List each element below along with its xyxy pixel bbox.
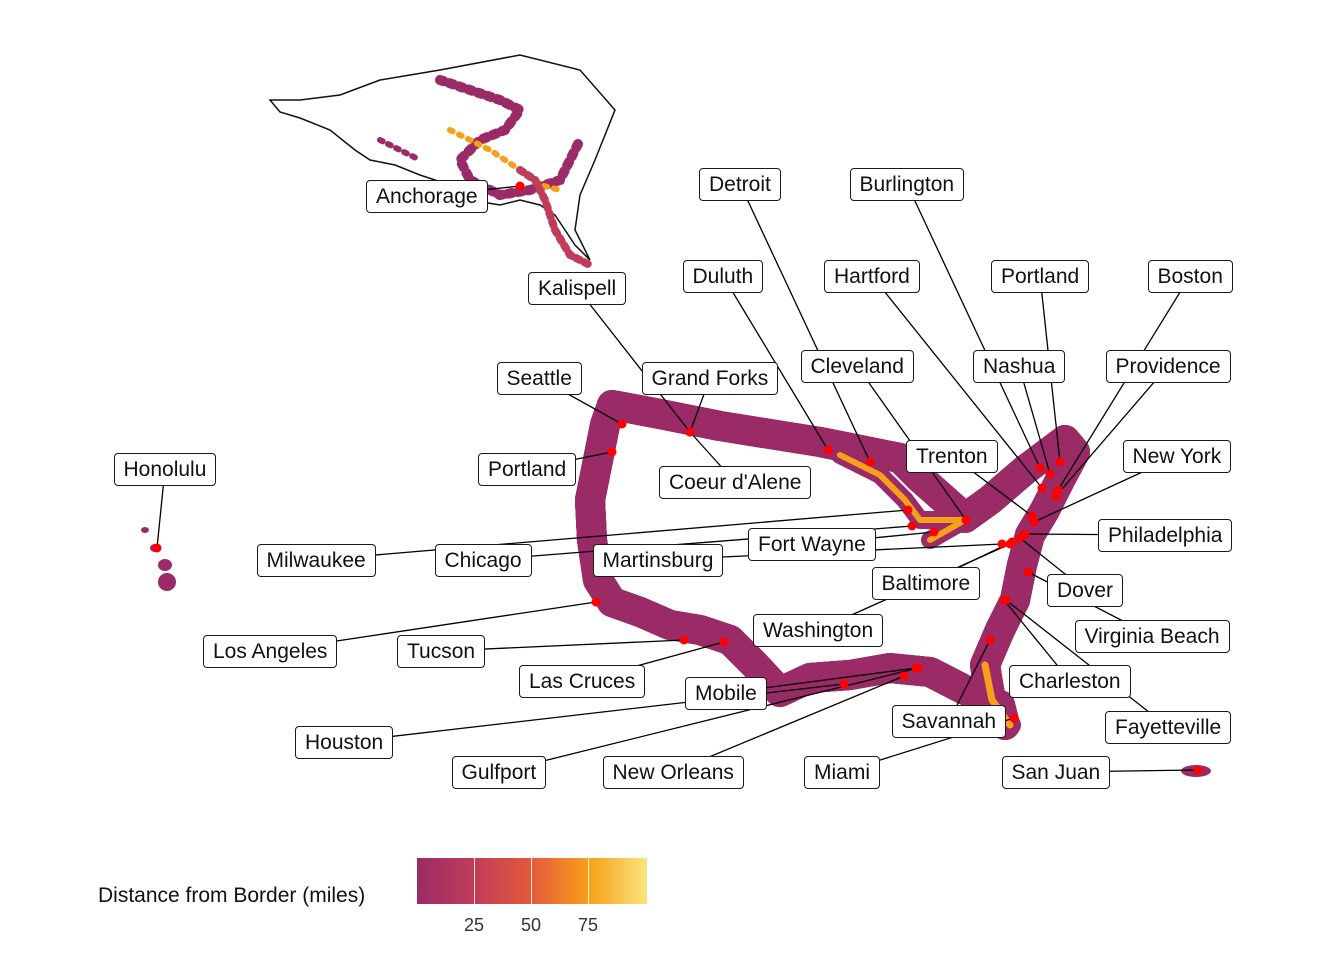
city-point-coeur-dalene — [685, 427, 695, 437]
legend-tick-mark — [588, 858, 589, 904]
city-point-dover — [1015, 533, 1025, 543]
city-point-los-angeles — [591, 597, 601, 607]
city-label-burlington: Burlington — [849, 167, 965, 201]
city-label-gulfport: Gulfport — [451, 755, 547, 789]
legend-tick-label: 75 — [577, 915, 599, 935]
city-point-portland-me — [1055, 457, 1065, 467]
city-point-fort-wayne — [929, 527, 939, 537]
city-point-tucson — [679, 635, 689, 645]
leader-line-detroit — [739, 183, 871, 463]
city-point-washington — [1005, 539, 1015, 549]
city-label-portland-me: Portland — [991, 259, 1090, 293]
legend-title: Distance from Border (miles) — [98, 884, 366, 907]
city-label-nashua: Nashua — [973, 349, 1066, 383]
city-label-cleveland: Cleveland — [800, 349, 914, 383]
city-label-detroit: Detroit — [699, 167, 781, 201]
city-point-san-juan — [1193, 765, 1203, 775]
city-label-mobile: Mobile — [685, 676, 767, 710]
city-label-trenton: Trenton — [906, 439, 998, 473]
city-point-virginia-beach — [1023, 567, 1033, 577]
city-label-san-juan: San Juan — [1001, 755, 1111, 789]
city-label-baltimore: Baltimore — [871, 566, 981, 600]
city-label-milwaukee: Milwaukee — [256, 543, 376, 577]
city-label-honolulu: Honolulu — [113, 452, 217, 486]
city-label-charleston: Charleston — [1009, 664, 1131, 698]
city-label-tucson: Tucson — [397, 634, 486, 668]
city-label-providence: Providence — [1105, 349, 1231, 383]
city-point-portland-or — [607, 447, 617, 457]
city-label-los-angeles: Los Angeles — [203, 634, 338, 668]
city-label-kalispell: Kalispell — [528, 271, 627, 305]
leader-line-hartford — [871, 275, 1043, 489]
city-label-dover: Dover — [1047, 573, 1124, 607]
city-point-miami — [1009, 713, 1019, 723]
city-label-fort-wayne: Fort Wayne — [748, 527, 876, 561]
city-label-new-york: New York — [1122, 439, 1232, 473]
leader-line-fayetteville — [1005, 599, 1169, 728]
city-point-providence — [1051, 491, 1061, 501]
city-label-las-cruces: Las Cruces — [519, 664, 646, 698]
city-label-miami: Miami — [804, 755, 880, 789]
city-label-seattle: Seattle — [496, 361, 582, 395]
city-label-new-orleans: New Orleans — [602, 755, 744, 789]
leader-line-milwaukee — [315, 509, 909, 561]
city-point-martinsburg — [997, 539, 1007, 549]
legend-tick-label: 50 — [520, 915, 542, 935]
city-label-fayetteville: Fayetteville — [1105, 710, 1232, 744]
city-point-anchorage — [515, 181, 525, 191]
city-label-philadelphia: Philadelphia — [1098, 518, 1233, 552]
legend-tick-label: 25 — [463, 915, 485, 935]
city-point-milwaukee — [903, 505, 913, 515]
city-point-duluth — [823, 445, 833, 455]
city-label-martinsburg: Martinsburg — [592, 543, 724, 577]
legend-tick-mark — [474, 858, 475, 904]
city-point-hartford — [1037, 483, 1047, 493]
legend-tick-mark — [531, 858, 532, 904]
leader-line-boston — [1057, 275, 1191, 491]
city-point-gulfport — [913, 663, 923, 673]
city-point-nashua — [1045, 469, 1055, 479]
city-point-savannah — [985, 635, 995, 645]
city-label-chicago: Chicago — [434, 543, 532, 577]
city-point-detroit — [865, 457, 875, 467]
city-point-fayetteville — [1001, 595, 1011, 605]
city-point-burlington — [1035, 463, 1045, 473]
city-point-seattle — [617, 419, 627, 429]
city-label-duluth: Duluth — [682, 259, 764, 293]
alaska — [268, 54, 616, 269]
city-point-cleveland — [961, 515, 971, 525]
city-point-new-york — [1029, 517, 1039, 527]
city-label-hartford: Hartford — [824, 259, 920, 293]
leader-line-burlington — [906, 183, 1041, 469]
city-label-boston: Boston — [1147, 259, 1233, 293]
leader-line-nashua — [1018, 365, 1051, 475]
city-label-portland-or: Portland — [478, 452, 577, 486]
city-label-washington: Washington — [753, 613, 884, 647]
city-label-grand-forks: Grand Forks — [641, 361, 779, 395]
city-point-new-orleans — [899, 671, 909, 681]
city-point-las-cruces — [719, 637, 729, 647]
city-point-houston — [839, 679, 849, 689]
leader-line-providence — [1055, 365, 1169, 497]
city-label-virginia-beach: Virginia Beach — [1074, 619, 1230, 653]
city-label-savannah: Savannah — [891, 704, 1007, 738]
city-point-honolulu — [152, 543, 162, 553]
city-points — [152, 181, 1203, 775]
legend-colorbar — [417, 858, 647, 904]
city-label-houston: Houston — [295, 725, 394, 759]
city-label-coeur-dalene: Coeur d'Alene — [659, 465, 812, 499]
city-point-chicago — [907, 521, 917, 531]
city-label-anchorage: Anchorage — [366, 179, 488, 213]
leader-line-kalispell — [576, 287, 691, 433]
